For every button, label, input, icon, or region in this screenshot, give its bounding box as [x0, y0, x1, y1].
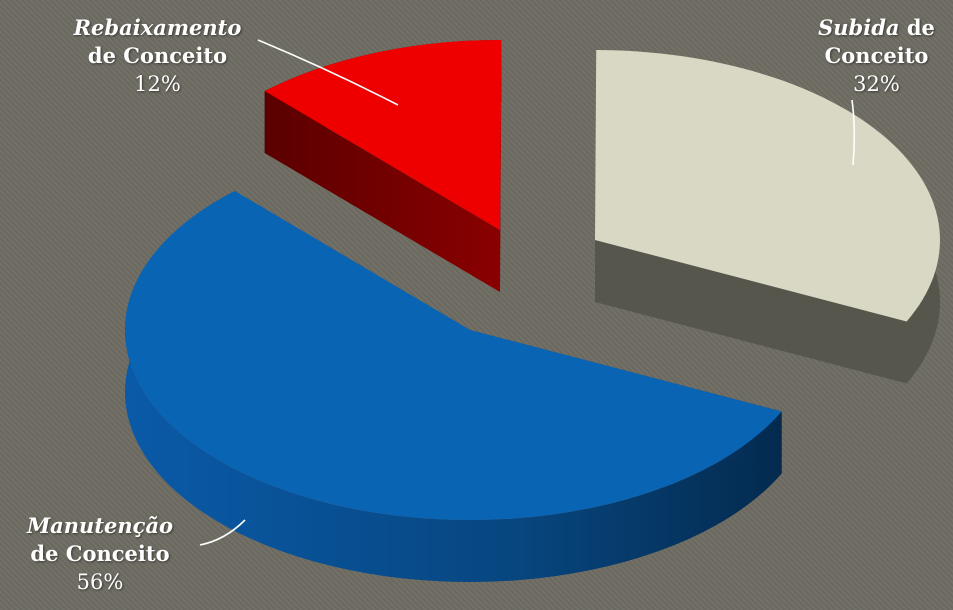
label-rebaixamento: Rebaixamento de Conceito 12% — [55, 14, 260, 98]
label-rebaixamento-rest: de Conceito — [87, 43, 228, 68]
label-rebaixamento-value: 12% — [134, 72, 181, 96]
slice-wall-1 — [595, 50, 907, 384]
slice-2 — [125, 191, 782, 520]
label-subida: Subida de Conceito 32% — [800, 14, 953, 98]
leader-line-1 — [851, 99, 856, 166]
slice-0 — [264, 39, 502, 230]
label-manutencao-rest: de Conceito — [30, 541, 170, 566]
label-subida-italic: Subida — [818, 15, 900, 40]
label-manutencao-value: 56% — [76, 570, 124, 594]
leader-line-0 — [257, 39, 399, 106]
slice-wall-0 — [264, 40, 502, 292]
label-rebaixamento-italic: Rebaixamento — [73, 15, 242, 40]
label-manutencao-italic: Manutenção — [26, 513, 174, 538]
label-subida-value: 32% — [853, 72, 900, 96]
label-subida-rest: Conceito — [824, 43, 929, 68]
leader-line-2 — [199, 519, 246, 546]
label-subida-inline: de — [906, 15, 935, 40]
label-manutencao: Manutenção de Conceito 56% — [0, 512, 200, 596]
